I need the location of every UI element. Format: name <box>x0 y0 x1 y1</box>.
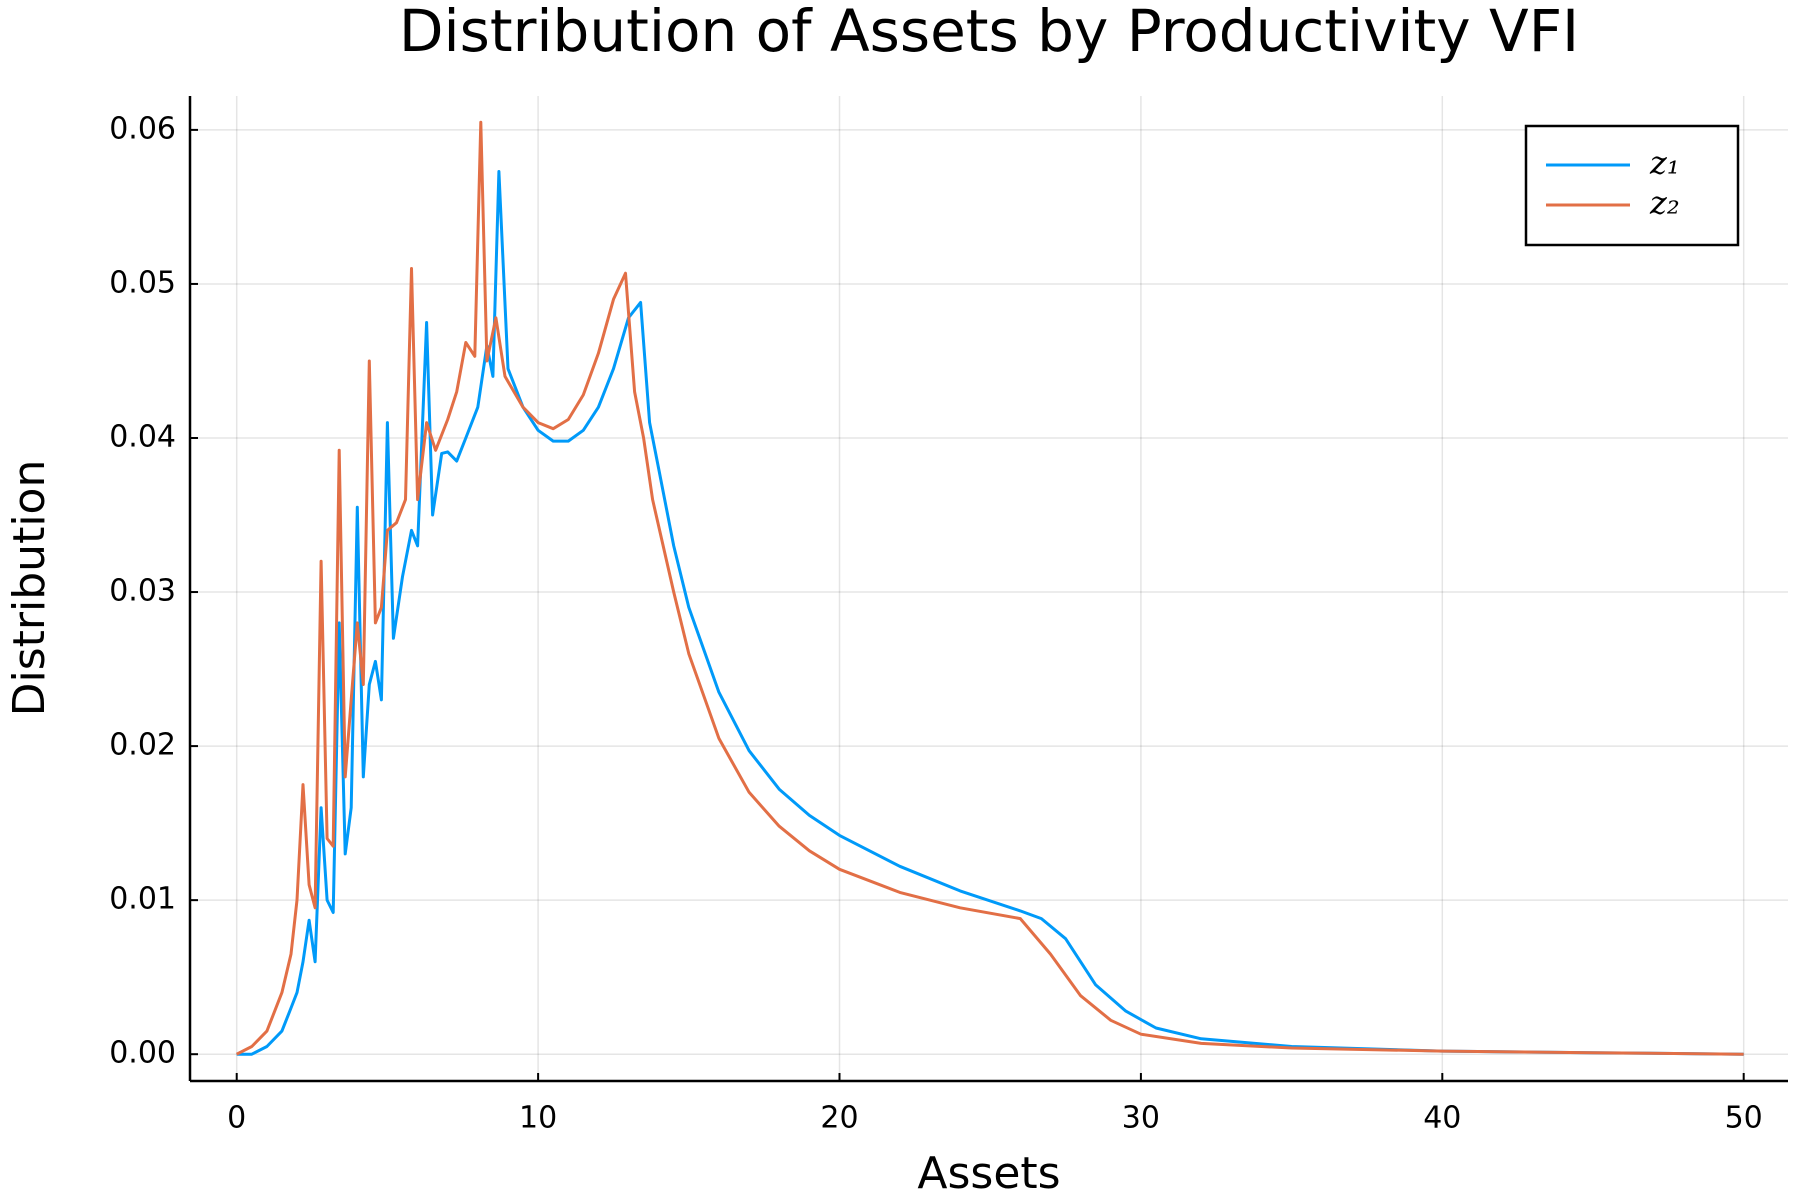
x-tick-label: 10 <box>519 1101 557 1136</box>
chart-title: Distribution of Assets by Productivity V… <box>399 0 1579 65</box>
y-tick-label: 0.01 <box>109 882 176 917</box>
y-tick-label: 0.00 <box>109 1036 176 1071</box>
legend-box <box>1524 124 1740 247</box>
y-axis-label: Distribution <box>4 460 55 717</box>
x-tick-label: 20 <box>820 1101 858 1136</box>
line-series <box>236 170 1744 1056</box>
y-tick-label: 0.02 <box>109 728 176 763</box>
legend-label: z₂ <box>1649 184 1680 222</box>
x-tick-label: 40 <box>1423 1101 1461 1136</box>
legend-label: z₁ <box>1649 144 1680 182</box>
y-tick-label: 0.05 <box>109 265 176 300</box>
line-series <box>236 120 1744 1056</box>
x-tick-label: 30 <box>1122 1101 1160 1136</box>
y-tick-label: 0.04 <box>109 419 176 454</box>
x-tick-label: 50 <box>1725 1101 1763 1136</box>
x-tick-label: 0 <box>227 1101 246 1136</box>
x-axis-label: Assets <box>917 1148 1060 1199</box>
y-tick-label: 0.03 <box>109 574 176 609</box>
y-tick-label: 0.06 <box>109 111 176 146</box>
